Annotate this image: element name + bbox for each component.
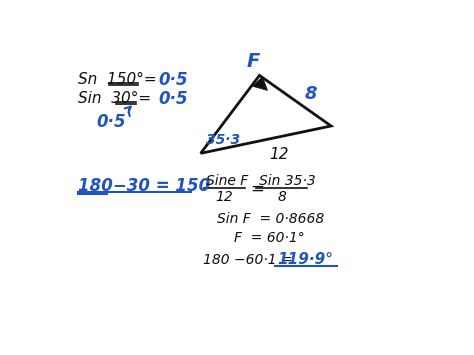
Text: Sine F: Sine F: [206, 174, 248, 188]
Text: 180 −60·1 =: 180 −60·1 =: [202, 253, 297, 267]
Text: 35·3: 35·3: [206, 133, 240, 147]
Text: =: =: [250, 180, 264, 198]
Text: Sin 35·3: Sin 35·3: [259, 174, 316, 188]
Text: 8: 8: [278, 190, 287, 204]
Text: 12: 12: [215, 190, 233, 204]
Text: 119·9°: 119·9°: [278, 252, 334, 267]
Text: 0·5: 0·5: [158, 71, 188, 88]
Polygon shape: [253, 77, 267, 91]
Text: Sn  150°=: Sn 150°=: [78, 72, 156, 87]
Text: 0·5: 0·5: [96, 113, 126, 131]
Text: 8: 8: [304, 85, 317, 103]
Text: Sin F  = 0·8668: Sin F = 0·8668: [217, 212, 325, 226]
Text: F: F: [246, 52, 260, 71]
Text: F  = 60·1°: F = 60·1°: [234, 231, 304, 245]
Text: 0·5: 0·5: [158, 89, 188, 108]
Text: 12: 12: [270, 147, 289, 162]
Text: Sin  30°=: Sin 30°=: [78, 91, 151, 106]
Text: 180−30 = 150: 180−30 = 150: [78, 177, 210, 195]
